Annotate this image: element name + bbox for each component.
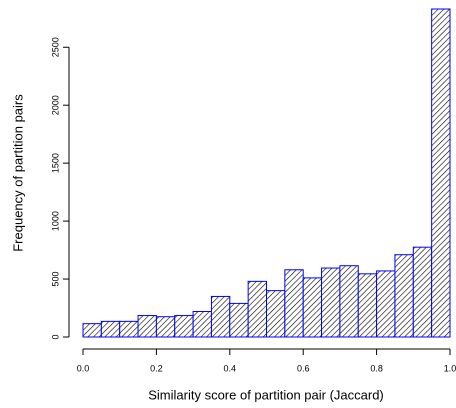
y-axis-label: Frequency of partition pairs	[10, 94, 25, 252]
bar	[210, 295, 231, 338]
bar	[229, 302, 249, 338]
bar	[174, 315, 194, 338]
x-tick-label: 0.0	[77, 363, 90, 373]
bar	[192, 311, 212, 338]
bar	[376, 270, 396, 338]
bar	[137, 315, 157, 338]
bar	[357, 273, 378, 338]
bar	[82, 323, 102, 338]
bar	[266, 290, 286, 338]
y-tick-label: 1500	[50, 153, 60, 173]
bar	[302, 277, 323, 338]
x-tick-label: 1.0	[444, 363, 456, 373]
bar	[284, 269, 304, 338]
bar	[412, 246, 433, 338]
bar	[394, 254, 414, 338]
x-tick-label: 0.6	[297, 363, 310, 373]
y-tick-label: 1000	[50, 211, 60, 231]
bar	[339, 265, 359, 338]
y-tick-label: 2500	[50, 37, 60, 57]
x-axis-label: Similarity score of partition pair (Jacc…	[148, 387, 384, 402]
bar	[100, 320, 121, 338]
bar	[321, 267, 341, 338]
x-tick-label: 0.4	[224, 363, 237, 373]
x-tick-label: 0.8	[370, 363, 383, 373]
y-tick-label: 0	[50, 334, 60, 339]
y-tick-label: 2000	[50, 95, 60, 115]
bar	[119, 320, 139, 338]
bar	[155, 316, 176, 338]
bar	[247, 280, 267, 338]
y-tick-label: 500	[50, 272, 60, 287]
bar	[431, 8, 451, 338]
x-tick-label: 0.2	[150, 363, 163, 373]
